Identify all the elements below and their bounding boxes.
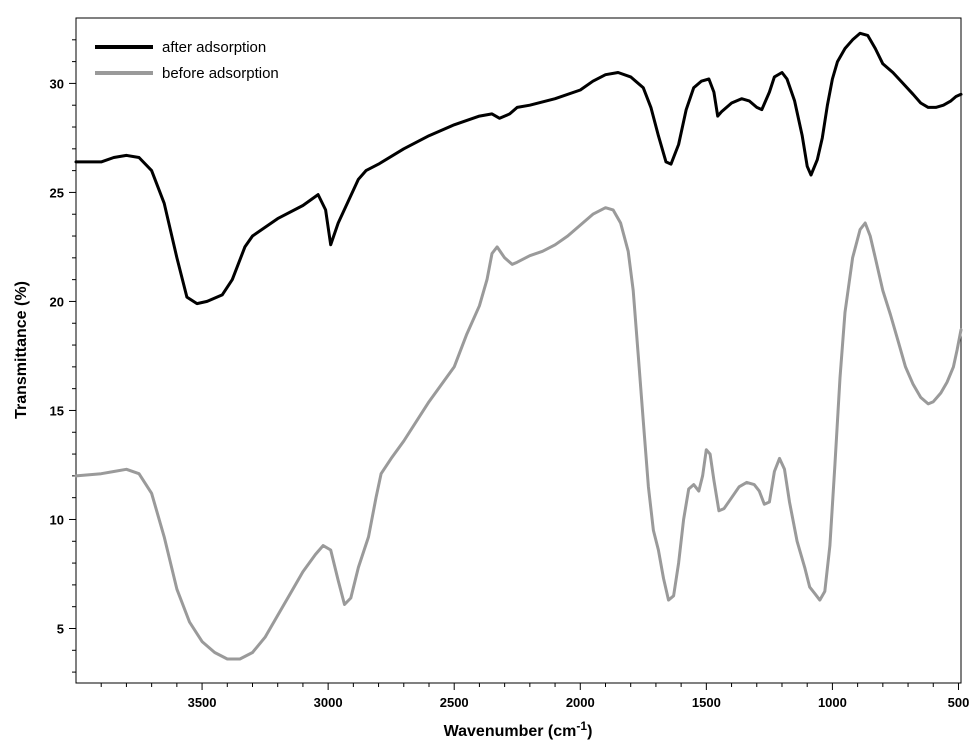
x-tick-label: 3500 — [188, 695, 217, 710]
legend-label: after adsorption — [162, 39, 266, 56]
x-tick-label: 500 — [948, 695, 970, 710]
x-tick-label: 1000 — [818, 695, 847, 710]
y-tick-label: 30 — [50, 76, 64, 91]
y-tick-label: 10 — [50, 512, 64, 527]
y-tick-label: 25 — [50, 185, 64, 200]
series-layer — [74, 31, 963, 661]
y-axis-title: Transmittance (%) — [13, 281, 30, 419]
x-tick-label: 1500 — [692, 695, 721, 710]
legend: after adsorption before adsorption — [95, 39, 279, 82]
y-tick-label: 15 — [50, 403, 64, 418]
y-tick-label: 20 — [50, 294, 64, 309]
series-line-before-adsorption — [74, 206, 963, 661]
y-axis-ticks: 5 10 15 20 25 30 — [50, 39, 76, 673]
legend-label: before adsorption — [162, 65, 279, 82]
plot-frame — [75, 17, 962, 684]
x-axis-ticks: 3500 3000 2500 2000 1500 1000 500 — [100, 683, 970, 710]
series-line-after-adsorption — [74, 31, 963, 306]
x-axis-title-superscript: -1 — [576, 719, 587, 733]
x-tick-label: 2500 — [440, 695, 469, 710]
x-tick-label: 3000 — [314, 695, 343, 710]
y-tick-label: 5 — [57, 621, 64, 636]
x-axis-title: Wavenumber (cm-1) — [444, 719, 593, 740]
x-axis-title-text: Wavenumber (cm — [444, 723, 577, 740]
x-axis-title-close: ) — [587, 723, 592, 740]
x-tick-label: 2000 — [566, 695, 595, 710]
